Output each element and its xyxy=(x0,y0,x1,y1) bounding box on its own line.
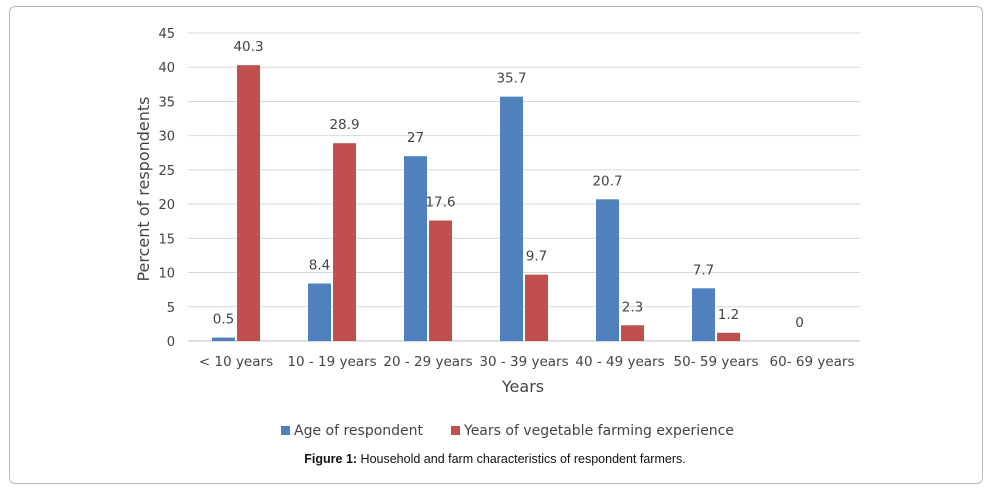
x-tick-label: 60- 69 years xyxy=(770,354,855,370)
y-axis-label: Percent of respondents xyxy=(134,96,153,281)
legend-swatch xyxy=(451,426,460,435)
y-tick-label: 35 xyxy=(158,95,175,110)
y-tick-label: 25 xyxy=(158,164,175,179)
bar-age xyxy=(596,199,619,341)
bar-experience xyxy=(237,65,260,342)
x-axis-label: Years xyxy=(501,377,544,396)
x-tick-label: 40 - 49 years xyxy=(575,354,664,370)
figure-frame xyxy=(9,6,983,484)
bar-age xyxy=(692,288,715,341)
data-label: 40.3 xyxy=(233,39,263,55)
legend-label: Years of vegetable farming experience xyxy=(463,423,734,439)
data-label: 17.6 xyxy=(425,195,455,211)
y-tick-label: 5 xyxy=(167,301,175,316)
data-label: 9.7 xyxy=(526,249,547,265)
data-label: 2.3 xyxy=(622,299,643,315)
legend-swatch xyxy=(281,426,290,435)
data-label: 35.7 xyxy=(496,71,526,87)
bar-experience xyxy=(717,332,740,341)
bar-experience xyxy=(525,274,548,341)
data-label: 0 xyxy=(795,315,804,331)
data-label: 7.7 xyxy=(693,262,714,278)
x-tick-label: 30 - 39 years xyxy=(479,354,568,370)
bar-experience xyxy=(333,143,356,341)
bar-age xyxy=(500,96,523,341)
data-label: 20.7 xyxy=(592,173,622,189)
x-tick-label: 10 - 19 years xyxy=(287,354,376,370)
x-tick-label: 50- 59 years xyxy=(674,354,759,370)
caption-text: Household and farm characteristics of re… xyxy=(357,452,686,466)
bar-age xyxy=(404,156,427,341)
data-label: 0.5 xyxy=(213,312,234,328)
caption-label: Figure 1: xyxy=(304,452,358,466)
figure-caption: Figure 1: Household and farm characteris… xyxy=(0,452,990,466)
bar-chart: 0 5 10 15 20 25 30 35 40 45 0.5 40.3 8.4 28.9 27 17.6 3… xyxy=(134,27,860,439)
y-tick-label: 0 xyxy=(167,335,175,350)
y-tick-label: 45 xyxy=(158,27,175,42)
bar-experience xyxy=(621,325,644,341)
bar-age xyxy=(308,283,331,341)
bar-age xyxy=(212,337,235,341)
y-tick-label: 40 xyxy=(158,61,175,76)
y-tick-label: 20 xyxy=(158,198,175,213)
data-label: 27 xyxy=(407,130,424,146)
data-label: 8.4 xyxy=(309,258,330,274)
y-tick-label: 30 xyxy=(158,130,175,145)
y-tick-label: 15 xyxy=(158,232,175,247)
x-tick-label: 20 - 29 years xyxy=(383,354,472,370)
legend-label: Age of respondent xyxy=(294,423,424,439)
data-label: 28.9 xyxy=(329,117,359,133)
y-tick-label: 10 xyxy=(158,267,175,282)
data-label: 1.2 xyxy=(718,307,739,323)
x-tick-label: < 10 years xyxy=(199,354,273,370)
bar-experience xyxy=(429,220,452,341)
